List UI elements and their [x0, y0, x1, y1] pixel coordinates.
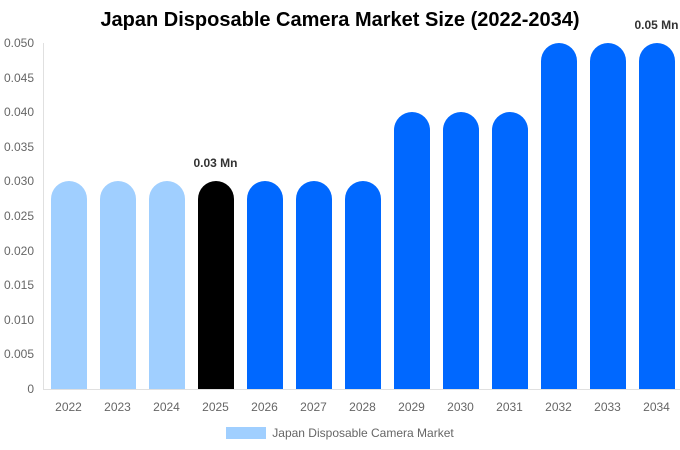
- y-tick-label: 0.005: [3, 347, 34, 362]
- x-tick-label: 2028: [349, 400, 376, 414]
- bar-2029[interactable]: [393, 112, 430, 389]
- y-tick-label: 0.025: [3, 209, 34, 223]
- bar-2030[interactable]: [442, 112, 479, 389]
- y-tick-label: 0.020: [3, 243, 34, 258]
- x-tick-label: 2026: [251, 400, 278, 414]
- y-tick-label: 0.035: [3, 139, 34, 154]
- legend: Japan Disposable Camera Market: [0, 426, 680, 440]
- legend-swatch: [226, 427, 267, 439]
- y-tick-label: 0.030: [3, 174, 34, 189]
- x-tick-label: 2027: [300, 400, 327, 414]
- bar-2026[interactable]: [246, 181, 283, 389]
- x-tick-label: 2033: [594, 400, 621, 414]
- y-axis-line: [43, 43, 44, 389]
- bar-2024[interactable]: [148, 181, 185, 389]
- y-tick-label: 0: [27, 382, 34, 396]
- bar-2028[interactable]: [344, 181, 381, 389]
- x-tick-label: 2032: [545, 400, 572, 414]
- data-label: 0.05 Mn: [634, 18, 679, 32]
- x-tick-label: 2034: [643, 400, 670, 414]
- bar-2025[interactable]: [197, 181, 234, 389]
- bar-2022[interactable]: [50, 181, 87, 389]
- x-tick-label: 2030: [447, 400, 474, 414]
- data-label: 0.03 Mn: [193, 156, 238, 171]
- x-axis-line: [43, 389, 680, 390]
- x-tick-label: 2025: [202, 400, 229, 414]
- y-tick-label: 0.015: [3, 278, 34, 293]
- x-tick-label: 2024: [153, 400, 180, 414]
- bar-2033[interactable]: [589, 43, 626, 389]
- bar-2034[interactable]: [638, 43, 675, 389]
- bar-2032[interactable]: [540, 43, 577, 389]
- bar-2031[interactable]: [491, 112, 528, 389]
- x-tick-label: 2031: [496, 400, 523, 414]
- y-tick-label: 0.050: [3, 36, 34, 50]
- x-tick-label: 2022: [55, 400, 82, 414]
- bar-2023[interactable]: [99, 181, 136, 389]
- y-tick-label: 0.045: [3, 70, 34, 85]
- y-tick-label: 0.040: [3, 105, 34, 120]
- bar-2027[interactable]: [295, 181, 332, 389]
- x-tick-label: 2023: [104, 400, 131, 414]
- legend-label: Japan Disposable Camera Market: [272, 426, 454, 440]
- x-tick-label: 2029: [398, 400, 425, 414]
- y-tick-label: 0.010: [3, 312, 34, 327]
- chart-title: Japan Disposable Camera Market Size (202…: [100, 9, 580, 31]
